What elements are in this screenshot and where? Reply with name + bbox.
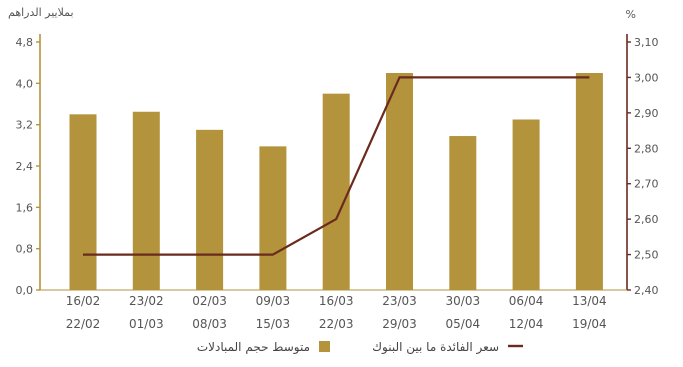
line-group <box>83 76 590 256</box>
right-axis-label: % <box>626 8 636 21</box>
x-tick-label: 12/04 <box>509 317 544 331</box>
right-axis-tick-label: 3,10 <box>634 36 659 49</box>
bar <box>69 114 97 290</box>
right-axis-tick-label: 3,00 <box>634 71 659 84</box>
x-tick-label: 22/03 <box>319 317 354 331</box>
left-axis-tick-label: 2,4 <box>16 160 34 173</box>
x-tick-label: 19/04 <box>572 317 607 331</box>
bar <box>259 146 287 290</box>
x-tick-label: 09/03 <box>256 294 291 308</box>
left-axis-tick-label: 0,0 <box>16 284 34 297</box>
left-axis-label: بملايير الدراهم <box>8 6 74 19</box>
x-tick-label: 13/04 <box>572 294 607 308</box>
legend-label-line: سعر الفائدة ما بين البنوك <box>372 340 499 355</box>
axes-group: 0,0 0,8 1,6 2,4 3,2 4,0 4,8 2,40 2,50 2,60 2,70 2,8… <box>16 34 659 297</box>
right-axis-tick-label: 2,70 <box>634 178 659 191</box>
right-axis-tick-label: 2,50 <box>634 249 659 262</box>
left-axis-tick-label: 3,2 <box>16 119 34 132</box>
x-tick-label: 23/03 <box>382 294 417 308</box>
bar <box>575 73 603 290</box>
left-axis-tick-label: 4,8 <box>16 36 34 49</box>
x-tick-label: 29/03 <box>382 317 417 331</box>
x-tick-label: 06/04 <box>509 294 544 308</box>
x-tick-label: 01/03 <box>129 317 164 331</box>
right-axis-tick-label: 2,60 <box>634 213 659 226</box>
right-axis-tick-label: 2,90 <box>634 107 659 120</box>
x-tick-label: 22/02 <box>66 317 101 331</box>
bar <box>132 111 160 290</box>
x-tick-label: 16/03 <box>319 294 354 308</box>
left-axis-tick-label: 1,6 <box>16 201 34 214</box>
category-labels-group: 16/02 22/02 23/02 01/03 02/03 08/03 09/03 15/03… <box>66 294 607 331</box>
left-axis-tick-label: 0,8 <box>16 243 34 256</box>
right-axis-tick-label: 2,40 <box>634 284 659 297</box>
x-tick-label: 08/03 <box>192 317 227 331</box>
bars-group <box>69 73 603 291</box>
bar <box>512 119 540 290</box>
x-tick-label: 30/03 <box>446 294 481 308</box>
x-tick-label: 02/03 <box>192 294 227 308</box>
left-axis-tick-label: 4,0 <box>16 77 34 90</box>
bar <box>196 129 224 290</box>
x-tick-label: 16/02 <box>66 294 101 308</box>
x-tick-label: 15/03 <box>256 317 291 331</box>
legend-swatch-bars <box>319 341 330 352</box>
bar <box>449 136 477 290</box>
x-tick-label: 23/02 <box>129 294 164 308</box>
line-series <box>83 76 590 256</box>
x-tick-label: 05/04 <box>446 317 481 331</box>
bar <box>386 73 413 290</box>
right-axis-tick-label: 2,80 <box>634 142 659 155</box>
legend: متوسط حجم المبادلات سعر الفائدة ما بين ا… <box>197 340 523 355</box>
bar <box>322 93 350 291</box>
legend-label-bars: متوسط حجم المبادلات <box>197 340 310 355</box>
